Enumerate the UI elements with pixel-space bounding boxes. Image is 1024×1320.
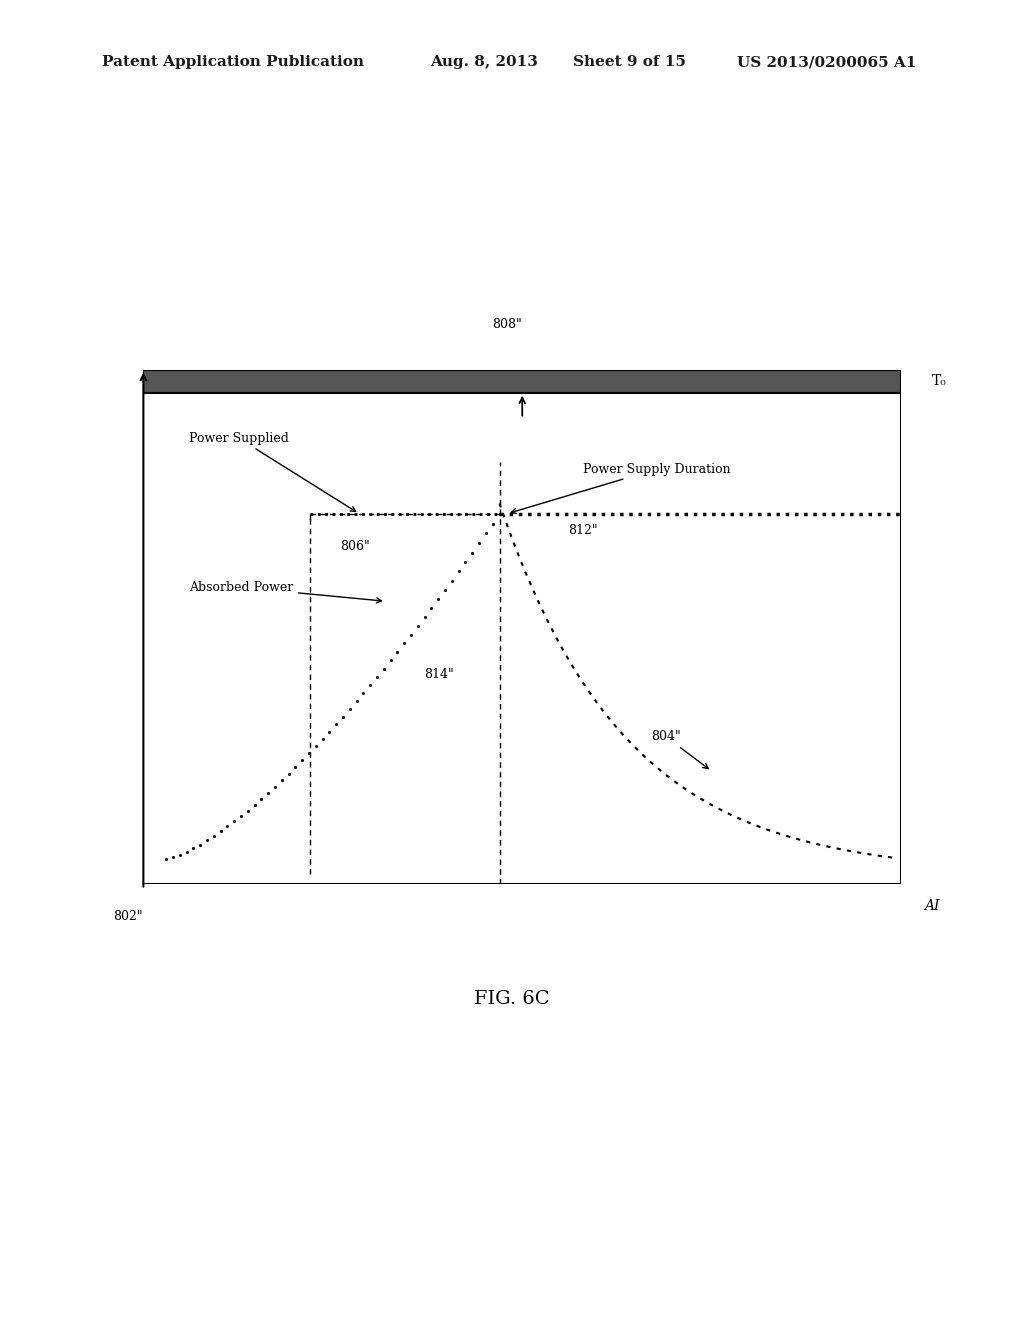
Text: 806": 806" [340, 540, 370, 553]
Text: 808": 808" [493, 318, 522, 331]
Text: FIG. 6C: FIG. 6C [474, 990, 550, 1008]
Bar [143, 370, 901, 393]
Text: T₀: T₀ [932, 374, 946, 388]
Text: 802": 802" [113, 911, 142, 924]
Text: Patent Application Publication: Patent Application Publication [102, 55, 365, 70]
Text: Absorbed Power: Absorbed Power [188, 581, 382, 603]
Text: AI: AI [924, 899, 939, 913]
Text: Power Supplied: Power Supplied [188, 432, 355, 511]
Text: 804": 804" [651, 730, 709, 768]
Text: Aug. 8, 2013: Aug. 8, 2013 [430, 55, 538, 70]
Text: Power Supply Duration: Power Supply Duration [511, 462, 730, 513]
Text: Sheet 9 of 15: Sheet 9 of 15 [573, 55, 686, 70]
Text: US 2013/0200065 A1: US 2013/0200065 A1 [737, 55, 916, 70]
Text: 814": 814" [424, 668, 454, 681]
Text: 812": 812" [567, 524, 597, 537]
Bar [143, 370, 901, 393]
